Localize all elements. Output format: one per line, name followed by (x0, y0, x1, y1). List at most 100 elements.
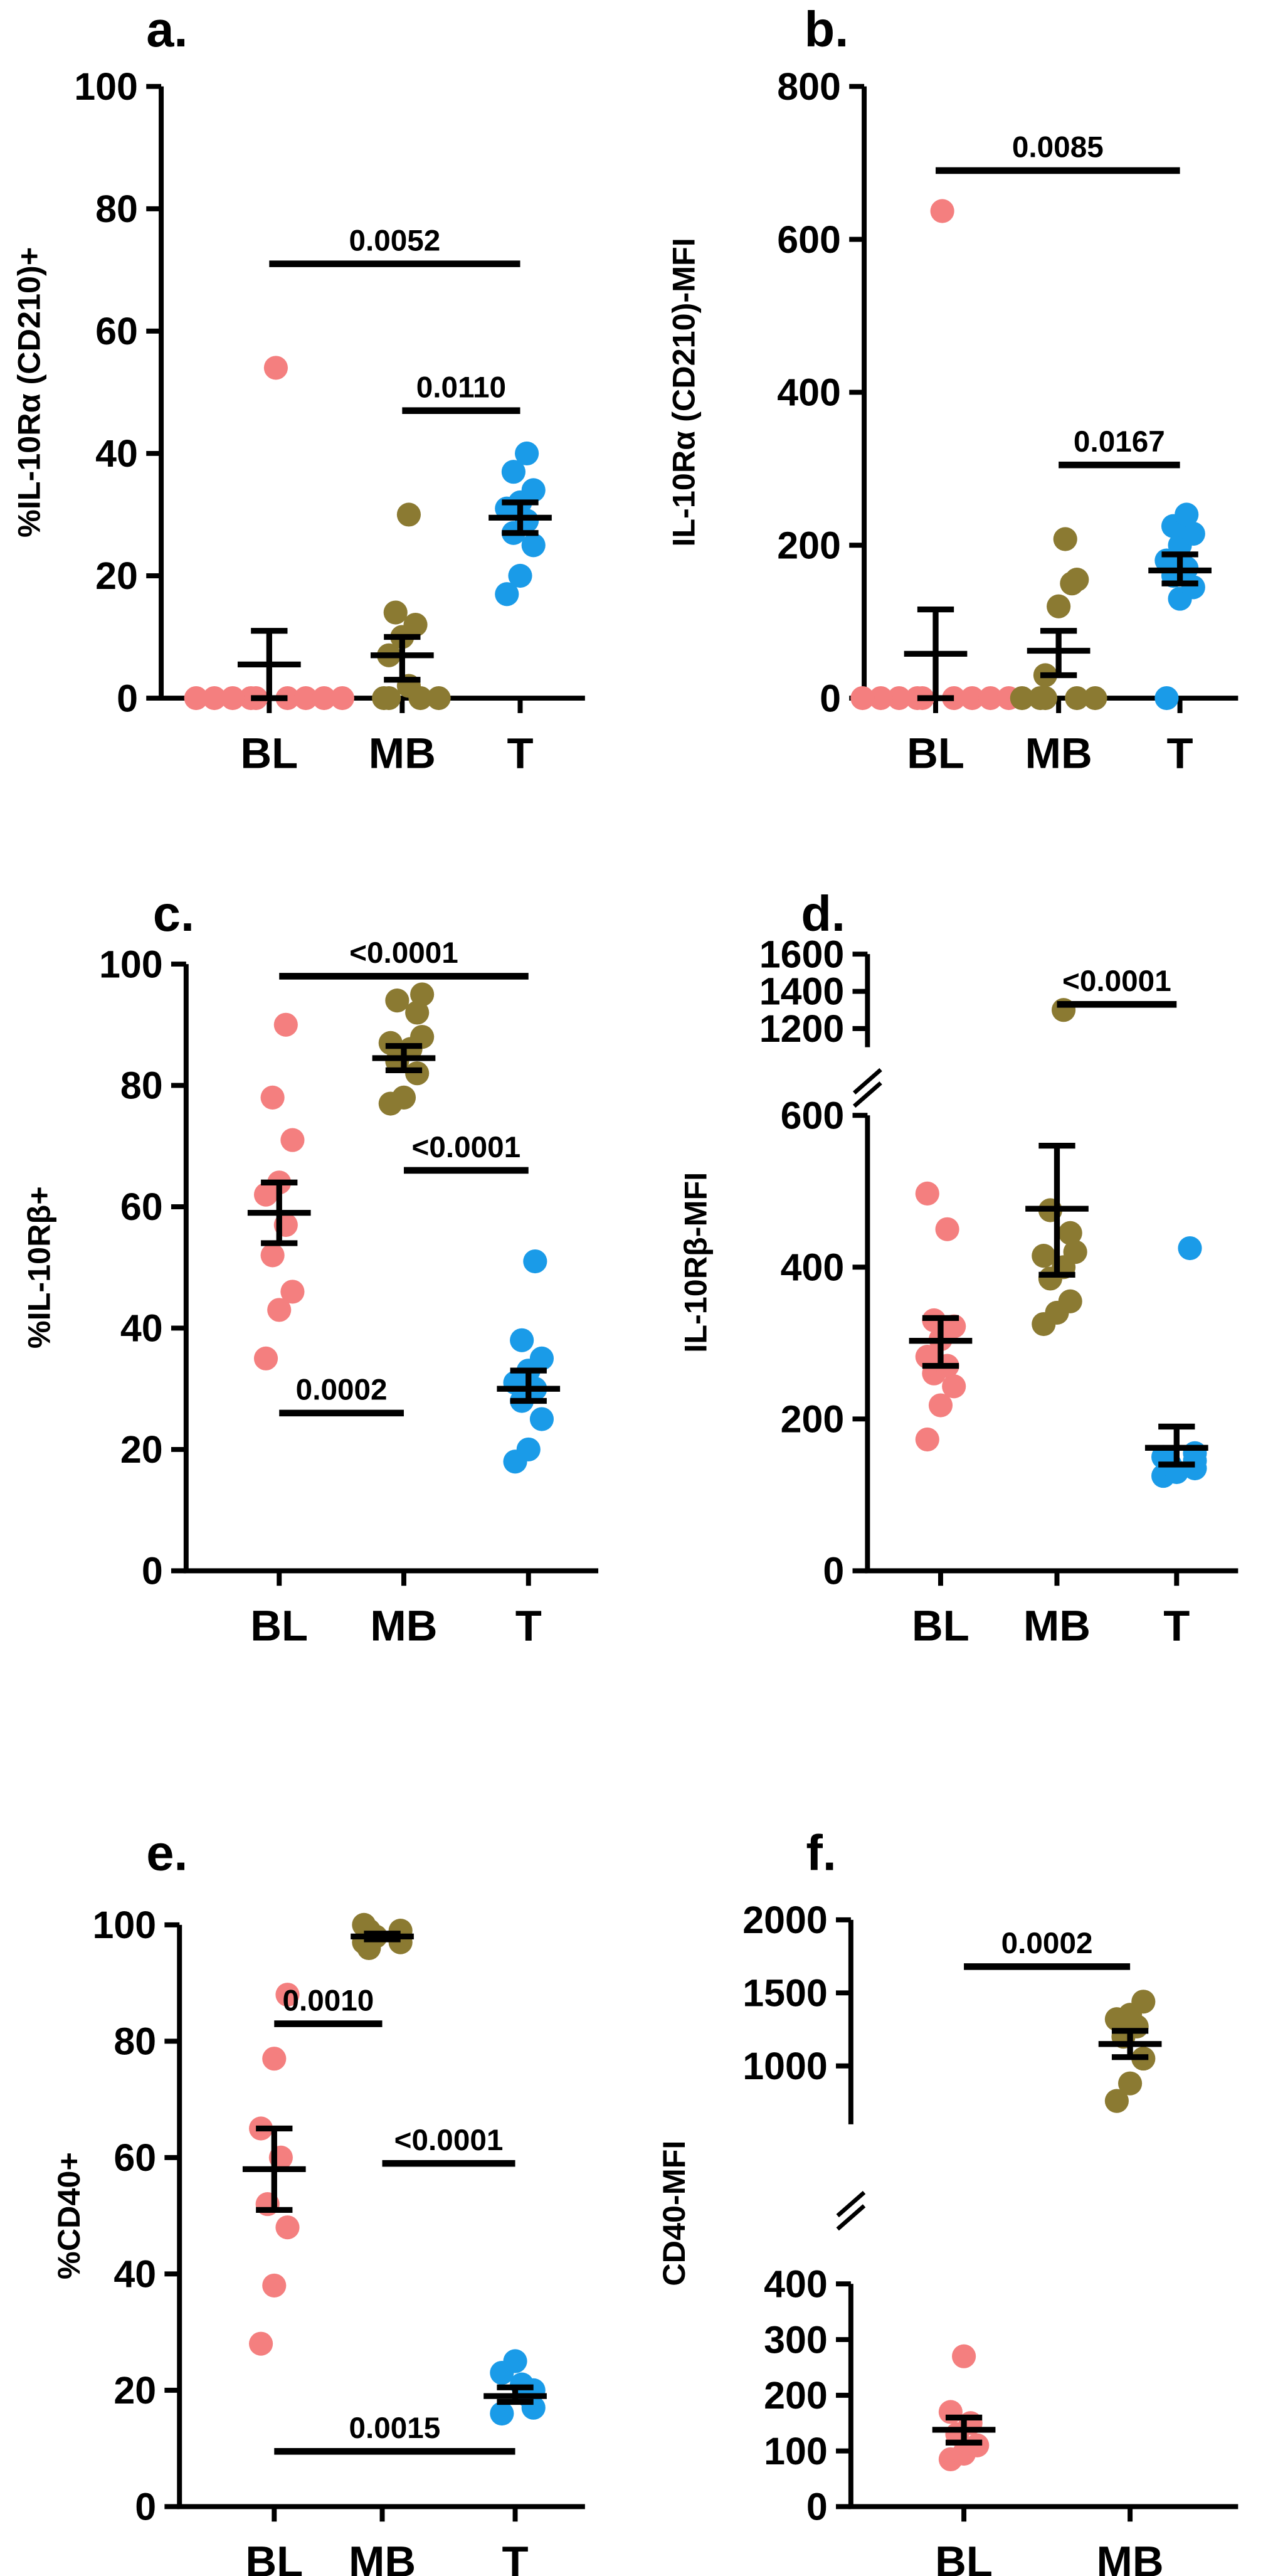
data-point-MB (1131, 1990, 1156, 2014)
p-value-label: 0.0002 (296, 1374, 388, 1407)
axis-break-mark (836, 2191, 866, 2218)
data-point-T (1178, 1236, 1202, 1261)
y-tick-label: 0 (820, 677, 841, 719)
data-point-T (501, 460, 526, 484)
data-point-BL (202, 686, 226, 711)
data-point-BL (930, 199, 954, 223)
y-axis-label: %IL-10Rβ+ (21, 1186, 57, 1349)
y-axis-label: %CD40+ (51, 2152, 87, 2279)
data-point-MB (1083, 686, 1107, 711)
data-point-BL (942, 1374, 966, 1399)
panel-title: f. (806, 1825, 837, 1880)
y-tick-label: 300 (764, 2318, 828, 2361)
y-tick-label: 400 (777, 371, 841, 414)
data-point-MB (1058, 1221, 1082, 1245)
data-point-BL (330, 686, 355, 711)
data-point-T (495, 582, 519, 607)
data-point-MB (405, 1061, 430, 1086)
x-tick-label: BL (907, 729, 964, 777)
data-point-BL (935, 1217, 959, 1241)
y-tick-label: 40 (120, 1307, 163, 1350)
panel-title: d. (801, 886, 845, 941)
data-point-MB (1063, 1239, 1087, 1264)
chart-panel-f: f. CD40-MFI 0 100 200 300 400 1000 1500 2000 BL MB 0… (656, 1825, 1239, 2576)
data-point-MB (1118, 2071, 1143, 2096)
data-point-MB (1058, 1289, 1082, 1313)
y-tick-label: 1400 (759, 970, 845, 1013)
x-tick-label: T (1167, 729, 1193, 777)
data-point-MB (1010, 686, 1034, 711)
data-point-BL (280, 1128, 305, 1152)
y-tick-label: 1500 (742, 1972, 828, 2015)
p-value-label: <0.0001 (349, 936, 458, 970)
data-point-T (529, 1346, 554, 1370)
p-value-label: <0.0001 (412, 1131, 521, 1164)
axis-break-mark (836, 2204, 866, 2231)
data-point-T (521, 533, 546, 558)
y-axis-label: IL-10Rα (CD210)-MFI (666, 238, 702, 546)
chart-panel-a: a. %IL-10Rα (CD210)+ 0 20 40 60 80 100 BL MB T 0.00… (11, 1, 585, 777)
data-point-BL (850, 686, 875, 711)
data-point-BL (220, 686, 245, 711)
data-point-MB (410, 1025, 435, 1049)
y-tick-label: 80 (114, 2020, 156, 2063)
p-value-label: 0.0085 (1012, 131, 1104, 164)
data-point-MB (383, 600, 408, 625)
data-point-BL (184, 686, 208, 711)
data-point-T (1181, 521, 1205, 546)
data-point-MB (1104, 2089, 1129, 2113)
y-tick-label: 400 (764, 2262, 828, 2305)
data-point-MB (391, 1085, 416, 1110)
y-tick-label: 100 (764, 2430, 828, 2473)
x-tick-label: T (502, 2538, 528, 2576)
p-value-label: 0.0010 (282, 1984, 374, 2017)
y-tick-label: 800 (777, 65, 841, 108)
data-point-T (503, 2349, 527, 2373)
x-tick-label: MB (369, 729, 436, 777)
chart-panel-b: b. IL-10Rα (CD210)-MFI 0 200 400 600 800 BL MB T 0… (666, 1, 1239, 777)
y-axis-label: IL-10Rβ-MFI (677, 1172, 713, 1353)
y-axis-label: CD40-MFI (656, 2141, 692, 2286)
y-tick-label: 0 (142, 1550, 163, 1593)
panel-title: a. (146, 1, 188, 57)
data-point-BL (960, 686, 985, 711)
data-point-BL (262, 2047, 287, 2071)
axis-break-mark (852, 1081, 882, 1108)
y-tick-label: 20 (120, 1428, 163, 1471)
data-point-BL (293, 686, 318, 711)
data-point-MB (1028, 686, 1053, 711)
y-tick-label: 100 (92, 1904, 156, 1946)
data-point-T (523, 1249, 547, 1274)
y-tick-label: 60 (114, 2136, 156, 2179)
x-tick-label: MB (1025, 729, 1092, 777)
y-tick-label: 80 (120, 1064, 163, 1107)
data-point-MB (1032, 1244, 1056, 1268)
data-point-BL (263, 356, 288, 380)
p-value-label: 0.0167 (1074, 425, 1165, 458)
data-point-MB (426, 686, 451, 711)
x-tick-label: MB (370, 1602, 437, 1650)
y-tick-label: 40 (95, 432, 138, 475)
data-point-BL (260, 1243, 285, 1268)
x-tick-label: MB (1097, 2538, 1164, 2576)
x-tick-label: BL (240, 729, 298, 777)
data-point-T (1183, 1441, 1207, 1465)
y-tick-label: 20 (114, 2369, 156, 2412)
data-point-BL (887, 686, 911, 711)
x-tick-label: BL (912, 1602, 969, 1650)
data-point-BL (260, 1085, 285, 1110)
y-tick-label: 20 (95, 554, 138, 597)
data-point-T (1154, 686, 1179, 711)
p-value-label: 0.0015 (349, 2412, 440, 2445)
data-point-BL (928, 1393, 953, 1418)
data-point-T (490, 2401, 514, 2426)
data-point-MB (378, 1031, 403, 1055)
data-point-BL (951, 2344, 976, 2368)
data-point-BL (312, 686, 336, 711)
y-tick-label: 1000 (742, 2045, 828, 2087)
y-tick-label: 100 (99, 943, 163, 985)
data-point-T (516, 1437, 541, 1461)
x-tick-label: MB (349, 2538, 416, 2576)
